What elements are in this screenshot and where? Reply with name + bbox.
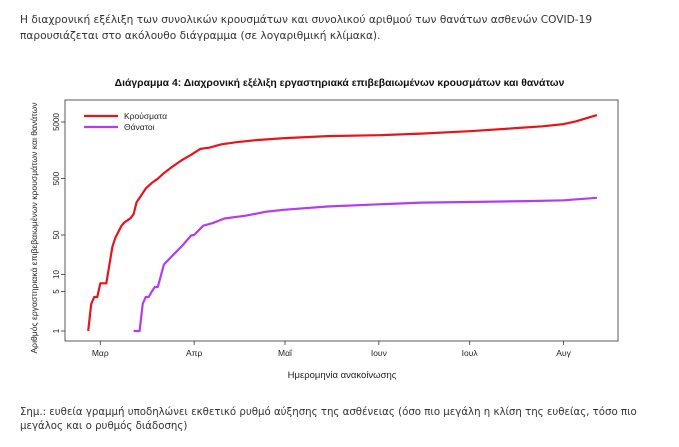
line-chart: 1 5 10 50 500 5000 Μαρ Απρ Μαΐ Ιουν Ιουλ Αυγ Κρούσμ… <box>29 99 619 381</box>
x-tick-label: Ιουλ <box>462 348 479 358</box>
legend-label: Κρούσματα <box>124 111 167 121</box>
x-tick-label: Μαρ <box>92 348 109 358</box>
series-line-deaths <box>133 196 597 333</box>
y-tick-label: 5000 <box>52 113 61 131</box>
x-tick-label: Ιουν <box>371 348 387 358</box>
chart-lines <box>87 114 598 333</box>
y-tick-label: 1 <box>52 328 61 333</box>
footnote: Σημ.: ευθεία γραμμή υποδηλώνει εκθετικό … <box>20 407 637 432</box>
y-tick-label: 5 <box>52 289 61 294</box>
y-axis-label: Αριθμός εργαστηριακά επιβεβαιωμένων κρου… <box>29 102 39 353</box>
legend-label: Θάνατοι <box>124 122 155 132</box>
chart-axes <box>64 99 619 342</box>
y-tick-label: 10 <box>52 270 61 279</box>
x-tick-label: Μαΐ <box>278 348 293 358</box>
chart-title: Διάγραμμα 4: Διαχρονική εξέλιξη εργαστηρ… <box>114 78 565 89</box>
chart-ticks: 1 5 10 50 500 5000 Μαρ Απρ Μαΐ Ιουν Ιουλ Αυγ <box>52 113 572 358</box>
series-line-cases <box>87 114 598 332</box>
y-tick-label: 50 <box>52 230 61 239</box>
plot-frame <box>64 99 619 342</box>
intro-paragraph: Η διαχρονική εξέλιξη των συνολικών κρουσ… <box>20 14 593 42</box>
x-tick-label: Αυγ <box>556 348 571 358</box>
y-tick-label: 500 <box>52 171 61 185</box>
x-tick-label: Απρ <box>186 348 203 358</box>
x-axis-label: Ημερομηνία ανακοίνωσης <box>288 370 397 381</box>
